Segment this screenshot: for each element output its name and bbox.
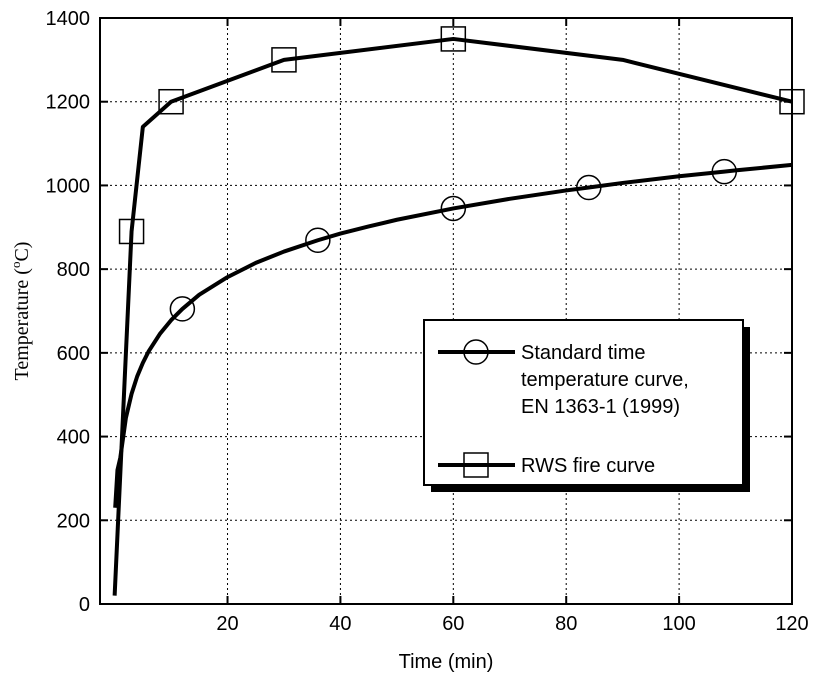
legend-marker-square bbox=[463, 452, 489, 478]
tick-marks bbox=[100, 17, 793, 605]
marker-layer bbox=[118, 26, 805, 322]
x-tick-label: 120 bbox=[775, 613, 808, 635]
y-axis-title-suffix: C) bbox=[11, 242, 33, 262]
x-tick-label: 100 bbox=[662, 613, 695, 635]
plot-frame bbox=[99, 17, 793, 605]
legend-marker-circle bbox=[463, 339, 489, 365]
legend-box bbox=[423, 319, 744, 486]
y-axis-title: Temperature (oC) bbox=[8, 242, 33, 381]
y-tick-label: 800 bbox=[57, 259, 90, 281]
legend-label: EN 1363-1 (1999) bbox=[521, 396, 680, 418]
legend-label: Standard time bbox=[521, 342, 646, 364]
y-tick-label: 400 bbox=[57, 427, 90, 449]
x-tick-label: 20 bbox=[216, 613, 238, 635]
x-tick-label: 60 bbox=[442, 613, 464, 635]
data-point-circle bbox=[576, 174, 602, 201]
data-point-circle bbox=[440, 195, 467, 222]
legend-label: temperature curve, bbox=[521, 369, 689, 391]
data-point-square bbox=[158, 88, 184, 115]
y-tick-label: 1200 bbox=[46, 92, 91, 114]
y-axis-title-superscript: o bbox=[8, 262, 23, 269]
data-point-square bbox=[118, 218, 145, 245]
y-tick-label: 1000 bbox=[46, 175, 91, 197]
plot-background bbox=[100, 18, 792, 604]
data-point-square bbox=[271, 47, 297, 73]
data-point-circle bbox=[711, 158, 738, 185]
data-point-circle bbox=[169, 296, 196, 322]
series-line-0 bbox=[113, 162, 792, 508]
legend-label: RWS fire curve bbox=[521, 455, 655, 477]
y-axis-title-prefix: Temperature ( bbox=[11, 268, 33, 381]
x-tick-label: 40 bbox=[329, 613, 351, 635]
x-tick-labels: 20 40 60 80 100 120 bbox=[216, 613, 808, 635]
y-tick-label: 1400 bbox=[46, 8, 91, 30]
series-layer bbox=[112, 36, 792, 596]
data-point-circle bbox=[305, 227, 331, 254]
y-tick-label: 600 bbox=[57, 343, 90, 365]
y-tick-label: 0 bbox=[79, 594, 90, 616]
series-line-1 bbox=[112, 36, 792, 596]
y-tick-labels: 0 200 400 600 800 1000 1200 1400 bbox=[46, 8, 91, 616]
legend: Standard time temperature curve, EN 1363-1… bbox=[423, 319, 750, 492]
x-axis-title: Time (min) bbox=[399, 651, 494, 673]
x-tick-label: 80 bbox=[555, 613, 577, 635]
y-tick-label: 200 bbox=[57, 510, 90, 532]
legend-entries: Standard time temperature curve, EN 1363-1… bbox=[438, 339, 689, 478]
data-point-square bbox=[440, 26, 467, 52]
